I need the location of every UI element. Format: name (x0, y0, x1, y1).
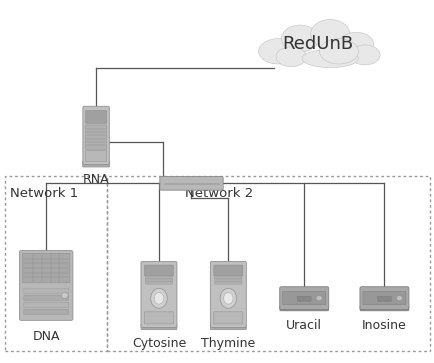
FancyBboxPatch shape (145, 276, 172, 279)
FancyBboxPatch shape (141, 324, 177, 330)
FancyBboxPatch shape (23, 253, 70, 283)
FancyBboxPatch shape (82, 161, 109, 167)
FancyBboxPatch shape (24, 295, 69, 301)
FancyBboxPatch shape (214, 279, 241, 281)
Text: DNA: DNA (33, 330, 60, 343)
FancyBboxPatch shape (279, 306, 328, 311)
Text: Cytosine: Cytosine (132, 337, 186, 350)
FancyBboxPatch shape (282, 291, 325, 305)
FancyBboxPatch shape (24, 309, 69, 315)
Text: Uracil: Uracil (286, 319, 322, 332)
Circle shape (395, 295, 401, 301)
Bar (5, 176, 107, 351)
FancyBboxPatch shape (214, 276, 241, 279)
Text: Inosine: Inosine (361, 319, 406, 332)
FancyBboxPatch shape (159, 176, 223, 190)
FancyBboxPatch shape (359, 287, 408, 310)
Ellipse shape (301, 49, 358, 68)
Ellipse shape (349, 45, 379, 65)
FancyBboxPatch shape (144, 312, 173, 324)
Bar (107, 176, 429, 351)
FancyBboxPatch shape (24, 288, 69, 294)
FancyBboxPatch shape (145, 279, 172, 281)
Text: Network 2: Network 2 (184, 187, 253, 200)
FancyBboxPatch shape (359, 306, 408, 311)
Ellipse shape (154, 293, 163, 304)
FancyBboxPatch shape (296, 296, 310, 301)
Text: Network 1: Network 1 (10, 187, 78, 200)
FancyBboxPatch shape (85, 151, 106, 162)
Ellipse shape (258, 39, 297, 64)
FancyBboxPatch shape (214, 282, 241, 284)
FancyBboxPatch shape (85, 110, 106, 123)
FancyBboxPatch shape (210, 261, 246, 327)
Ellipse shape (310, 20, 349, 48)
FancyBboxPatch shape (82, 106, 109, 164)
FancyBboxPatch shape (377, 296, 391, 301)
FancyBboxPatch shape (24, 302, 69, 307)
Ellipse shape (338, 32, 373, 56)
Ellipse shape (276, 47, 306, 67)
FancyBboxPatch shape (362, 291, 405, 305)
Ellipse shape (220, 288, 236, 308)
FancyBboxPatch shape (279, 287, 328, 310)
Ellipse shape (319, 39, 358, 64)
FancyBboxPatch shape (214, 265, 242, 276)
FancyBboxPatch shape (145, 282, 172, 284)
Ellipse shape (223, 293, 233, 304)
FancyBboxPatch shape (214, 312, 242, 324)
FancyBboxPatch shape (210, 324, 246, 330)
FancyBboxPatch shape (141, 261, 177, 327)
Circle shape (61, 293, 68, 298)
Ellipse shape (281, 25, 318, 52)
Text: Thymine: Thymine (201, 337, 255, 350)
Text: RedUnB: RedUnB (282, 35, 353, 53)
Circle shape (316, 295, 322, 301)
FancyBboxPatch shape (85, 125, 106, 149)
Ellipse shape (150, 288, 167, 308)
Text: RNA: RNA (82, 173, 109, 186)
FancyBboxPatch shape (144, 265, 173, 276)
FancyBboxPatch shape (20, 250, 73, 321)
